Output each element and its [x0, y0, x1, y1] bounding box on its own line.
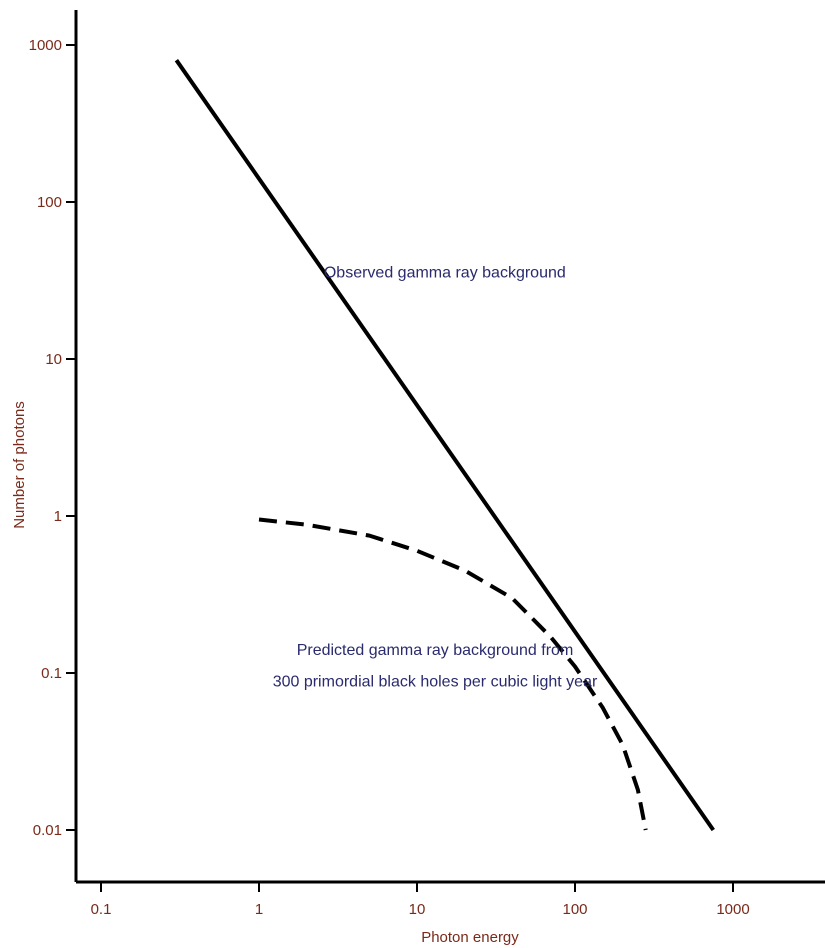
y-ticks: 0.01 0.1 1 10 100 1000 [29, 37, 76, 839]
y-tick-label: 0.01 [33, 822, 62, 839]
x-tick-label: 1000 [716, 901, 749, 918]
observed-background-line [174, 59, 715, 832]
y-tick-label: 1000 [29, 37, 62, 54]
x-tick-label: 1 [255, 901, 263, 918]
annotation-text: Observed gamma ray background [324, 265, 566, 282]
x-tick-label: 0.1 [91, 901, 112, 918]
y-tick-label: 10 [45, 351, 62, 368]
y-tick-label: 1 [54, 508, 62, 525]
y-tick-label: 0.1 [41, 665, 62, 682]
x-tick-label: 100 [562, 901, 587, 918]
series-layer [174, 59, 715, 832]
x-axis-title: Photon energy [421, 929, 519, 946]
y-axis-title: Number of photons [11, 401, 28, 529]
x-ticks: 0.1 1 10 100 1000 [91, 882, 750, 918]
y-tick-label: 100 [37, 194, 62, 211]
annotation-text: 300 primordial black holes per cubic lig… [273, 674, 598, 691]
annotation-text: Predicted gamma ray background from [297, 642, 574, 659]
predicted-background-curve [258, 517, 648, 831]
annotation-layer: Observed gamma ray background Predicted g… [273, 265, 598, 691]
x-tick-label: 10 [409, 901, 426, 918]
